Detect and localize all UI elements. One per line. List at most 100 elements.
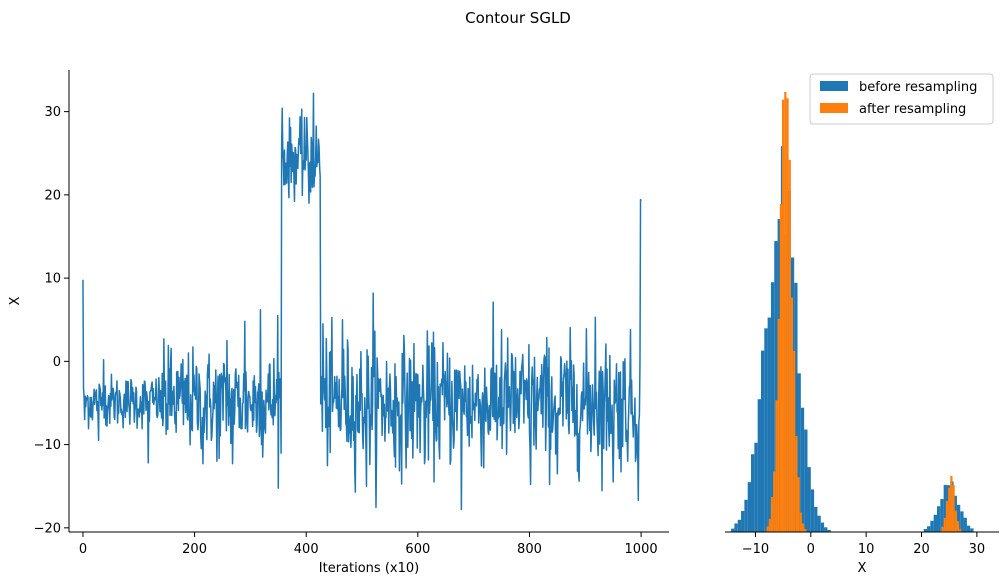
after-hist-bar — [799, 512, 802, 532]
trace-y-axis-label: X — [8, 296, 23, 305]
trace-y-tick-label: 20 — [44, 188, 61, 203]
before-hist-bar — [734, 523, 738, 532]
hist-x-tick-label: 10 — [858, 542, 875, 557]
after-hist-bar — [954, 510, 957, 532]
histogram-before-bars — [731, 146, 974, 533]
legend-swatch-after — [820, 103, 848, 113]
before-hist-bar — [800, 407, 805, 532]
before-hist-bar — [943, 484, 947, 532]
trace-x-tick-label: 0 — [79, 542, 87, 557]
legend-frame — [809, 73, 994, 125]
figure-title: Contour SGLD — [465, 9, 571, 27]
trace-x-tick-label: 200 — [182, 542, 207, 557]
before-hist-bar — [966, 525, 971, 532]
after-hist-bar — [945, 501, 949, 532]
after-hist-bar — [795, 436, 798, 532]
trace-y-tick-label: 10 — [44, 272, 61, 287]
hist-x-tick-label: 20 — [913, 542, 930, 557]
histogram-after-bars — [766, 92, 962, 533]
after-hist-bar — [959, 528, 962, 532]
after-hist-bar — [786, 98, 789, 533]
before-hist-bar — [797, 373, 801, 532]
before-hist-bar — [751, 454, 755, 532]
after-hist-bar — [804, 528, 807, 532]
before-hist-bar — [927, 526, 931, 532]
after-hist-bar — [777, 318, 780, 532]
after-hist-bar — [950, 475, 953, 532]
before-hist-bar — [737, 519, 742, 532]
before-hist-bar — [767, 317, 771, 532]
after-hist-bar — [956, 521, 960, 532]
before-hist-bar — [744, 499, 748, 532]
before-hist-bar — [963, 517, 967, 532]
legend-swatch-before — [820, 81, 848, 91]
after-hist-bar — [766, 526, 769, 532]
trace-y-tick-label: 0 — [53, 355, 61, 370]
after-hist-bar — [782, 99, 785, 532]
before-hist-bar — [940, 499, 944, 532]
before-hist-bar — [807, 467, 811, 532]
before-hist-bar — [820, 522, 825, 532]
before-hist-bar — [827, 529, 831, 532]
after-hist-bar — [948, 487, 951, 532]
before-hist-bar — [770, 282, 775, 532]
trace-x-axis-label: Iterations (x10) — [319, 561, 419, 576]
after-hist-bar — [790, 297, 794, 532]
before-hist-bar — [923, 529, 928, 532]
hist-x-tick-label: 30 — [969, 542, 986, 557]
trace-y-tick-label: 30 — [44, 105, 61, 120]
before-hist-bar — [804, 429, 808, 532]
before-hist-bar — [933, 514, 937, 532]
before-hist-bar — [794, 282, 798, 532]
before-hist-bar — [731, 528, 735, 532]
before-hist-bar — [960, 511, 964, 532]
after-hist-bar — [775, 400, 778, 532]
after-hist-bar — [797, 477, 800, 532]
trace-x-tick-label: 600 — [405, 542, 430, 557]
trace-panel: 0 200 400 600 800 1000 −20 −10 0 10 20 30 Iteratio… — [8, 70, 669, 576]
after-hist-bar — [943, 517, 946, 532]
before-hist-bar — [764, 328, 768, 532]
before-hist-bar — [760, 350, 765, 532]
before-hist-bar — [937, 506, 941, 532]
before-hist-bar — [970, 528, 974, 532]
before-hist-bar — [747, 482, 752, 532]
before-hist-bar — [817, 515, 821, 532]
hist-x-tick-label: −10 — [742, 542, 769, 557]
hist-x-ticks: −10 0 10 20 30 — [742, 532, 985, 557]
after-hist-bar — [784, 92, 787, 532]
after-hist-bar — [801, 523, 805, 532]
before-hist-bar — [774, 241, 778, 533]
legend-label-after: after resampling — [859, 102, 966, 117]
histogram-panel: −10 0 10 20 30 X before resampling after res… — [725, 73, 999, 576]
after-hist-bar — [788, 159, 791, 533]
before-hist-bar — [741, 510, 745, 532]
hist-x-axis-label: X — [858, 561, 867, 576]
trace-x-tick-label: 400 — [294, 542, 319, 557]
hist-x-tick-label: 0 — [807, 542, 815, 557]
trace-y-tick-label: −10 — [34, 438, 61, 453]
trace-y-tick-label: −20 — [34, 521, 61, 536]
after-hist-bar — [779, 203, 783, 533]
before-hist-bar — [824, 527, 828, 532]
after-hist-bar — [793, 351, 796, 532]
before-hist-bar — [757, 399, 761, 532]
before-hist-bar — [956, 504, 961, 532]
trace-x-tick-label: 1000 — [625, 542, 658, 557]
after-hist-bar — [941, 526, 944, 532]
trace-x-tick-label: 800 — [517, 542, 542, 557]
before-hist-bar — [930, 520, 934, 532]
after-hist-bar — [952, 485, 955, 532]
after-hist-bar — [768, 518, 771, 532]
after-hist-bar — [773, 471, 776, 532]
before-hist-bar — [814, 506, 818, 532]
trace-series-line — [82, 92, 642, 511]
legend: before resampling after resampling — [809, 73, 994, 125]
legend-label-before: before resampling — [859, 80, 977, 95]
before-hist-bar — [754, 442, 758, 532]
trace-y-ticks: −20 −10 0 10 20 30 — [34, 105, 69, 536]
trace-x-ticks: 0 200 400 600 800 1000 — [79, 532, 658, 557]
after-hist-bar — [770, 496, 774, 532]
before-hist-bar — [810, 489, 815, 532]
